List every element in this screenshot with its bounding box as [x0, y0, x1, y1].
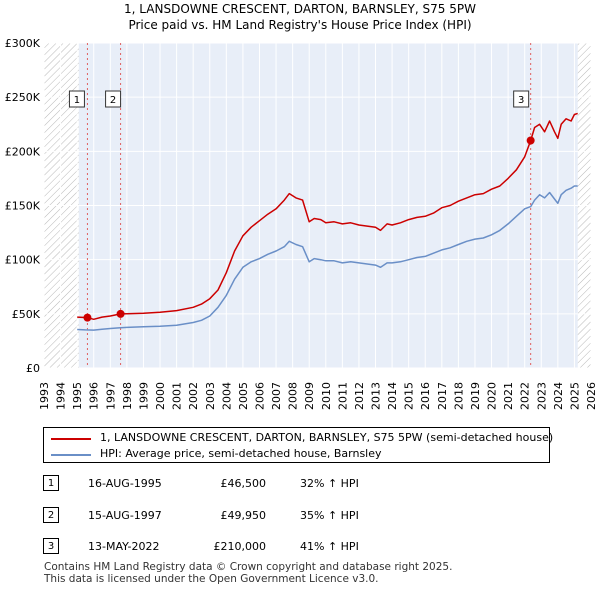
transaction-price: £210,000 — [213, 540, 267, 553]
x-tick-label: 2019 — [469, 382, 482, 410]
transaction-row: 3 13-MAY-2022 £210,000 41% ↑ HPI — [0, 538, 600, 558]
y-tick-label: £250K — [5, 91, 41, 104]
x-tick-label: 2023 — [535, 382, 548, 410]
x-tick-label: 1994 — [55, 382, 68, 410]
transaction-date: 16-AUG-1995 — [88, 477, 162, 490]
x-tick-label: 2016 — [419, 382, 432, 410]
y-tick-label: £300K — [5, 37, 41, 50]
transaction-hpi-change: 35% ↑ HPI — [300, 509, 359, 522]
y-tick-label: £150K — [5, 200, 41, 213]
x-tick-label: 2022 — [519, 382, 532, 410]
sale-label-box — [513, 90, 530, 108]
transaction-hpi-change: 32% ↑ HPI — [300, 477, 359, 490]
transaction-badge: 1 — [43, 475, 59, 491]
y-tick-label: £50K — [12, 308, 41, 321]
transaction-badge: 2 — [43, 507, 59, 523]
x-tick-label: 1999 — [137, 382, 150, 410]
legend-swatch-hpi — [51, 454, 91, 456]
price-chart: 1 2 3 £0 £50K £100K £150K £200K £250K £300K 1993 19… — [5, 37, 598, 410]
x-tick-label: 2007 — [270, 382, 283, 410]
x-tick-label: 2003 — [204, 382, 217, 410]
legend-label-property: 1, LANSDOWNE CRESCENT, DARTON, BARNSLEY,… — [100, 431, 554, 444]
sale-label-text: 3 — [518, 95, 524, 106]
x-tick-label: 1997 — [104, 382, 117, 410]
sale-label: 2 — [105, 90, 122, 108]
y-tick-label: £100K — [5, 254, 41, 267]
x-tick-label: 2021 — [502, 382, 515, 410]
x-tick-label: 2013 — [370, 382, 383, 410]
x-tick-label: 2008 — [287, 382, 300, 410]
x-tick-label: 2026 — [585, 382, 598, 410]
legend-label-hpi: HPI: Average price, semi-detached house,… — [100, 447, 382, 460]
y-tick-label: £200K — [5, 145, 41, 158]
x-tick-label: 2017 — [436, 382, 449, 410]
x-tick-label: 2006 — [253, 382, 266, 410]
x-tick-label: 2020 — [486, 382, 499, 410]
transaction-hpi-change: 41% ↑ HPI — [300, 540, 359, 553]
x-tick-label: 2005 — [237, 382, 250, 410]
x-tick-label: 2009 — [303, 382, 316, 410]
sale-label: 1 — [68, 90, 85, 108]
x-tick-label: 2001 — [171, 382, 184, 410]
sale-point — [83, 313, 92, 322]
x-tick-label: 2011 — [336, 382, 349, 410]
transaction-date: 15-AUG-1997 — [88, 509, 162, 522]
x-tick-label: 2004 — [220, 382, 233, 410]
x-tick-label: 2014 — [386, 382, 399, 410]
sale-point — [116, 309, 125, 318]
chart-title-line1: 1, LANSDOWNE CRESCENT, DARTON, BARNSLEY,… — [124, 2, 476, 16]
sale-label-box — [105, 90, 122, 108]
transaction-row: 2 15-AUG-1997 £49,950 35% ↑ HPI — [0, 507, 600, 527]
sale-label-text: 2 — [110, 95, 116, 106]
y-tick-label: £0 — [26, 362, 40, 375]
x-tick-label: 2025 — [568, 382, 581, 410]
hpi-line — [77, 185, 578, 331]
transaction-badge: 3 — [43, 538, 59, 554]
x-tick-label: 2024 — [552, 382, 565, 410]
legend-item-property: 1, LANSDOWNE CRESCENT, DARTON, BARNSLEY,… — [44, 431, 553, 447]
sale-label: 3 — [513, 90, 530, 108]
x-tick-label: 1995 — [71, 382, 84, 410]
transaction-row: 1 16-AUG-1995 £46,500 32% ↑ HPI — [0, 475, 600, 495]
x-tick-label: 2000 — [154, 382, 167, 410]
x-tick-label: 2010 — [320, 382, 333, 410]
legend-item-hpi: HPI: Average price, semi-detached house,… — [44, 447, 549, 463]
transaction-price: £49,950 — [220, 509, 267, 522]
x-tick-label: 2015 — [403, 382, 416, 410]
x-tick-label: 1998 — [121, 382, 134, 410]
sale-label-text: 1 — [74, 95, 80, 106]
x-tick-label: 2002 — [187, 382, 200, 410]
footer-copyright: Contains HM Land Registry data © Crown c… — [44, 561, 453, 573]
chart-title-line2: Price paid vs. HM Land Registry's House … — [128, 18, 472, 32]
x-tick-label: 2018 — [452, 382, 465, 410]
footer-licence: This data is licensed under the Open Gov… — [44, 573, 379, 585]
transaction-price: £46,500 — [220, 477, 267, 490]
transaction-date: 13-MAY-2022 — [88, 540, 160, 553]
x-tick-label: 1993 — [38, 382, 51, 410]
sale-point — [526, 136, 535, 145]
sale-label-box — [68, 90, 85, 108]
legend-swatch-property — [51, 438, 91, 440]
x-tick-label: 1996 — [88, 382, 101, 410]
x-tick-label: 2012 — [353, 382, 366, 410]
chart-legend: 1, LANSDOWNE CRESCENT, DARTON, BARNSLEY,… — [43, 427, 553, 463]
